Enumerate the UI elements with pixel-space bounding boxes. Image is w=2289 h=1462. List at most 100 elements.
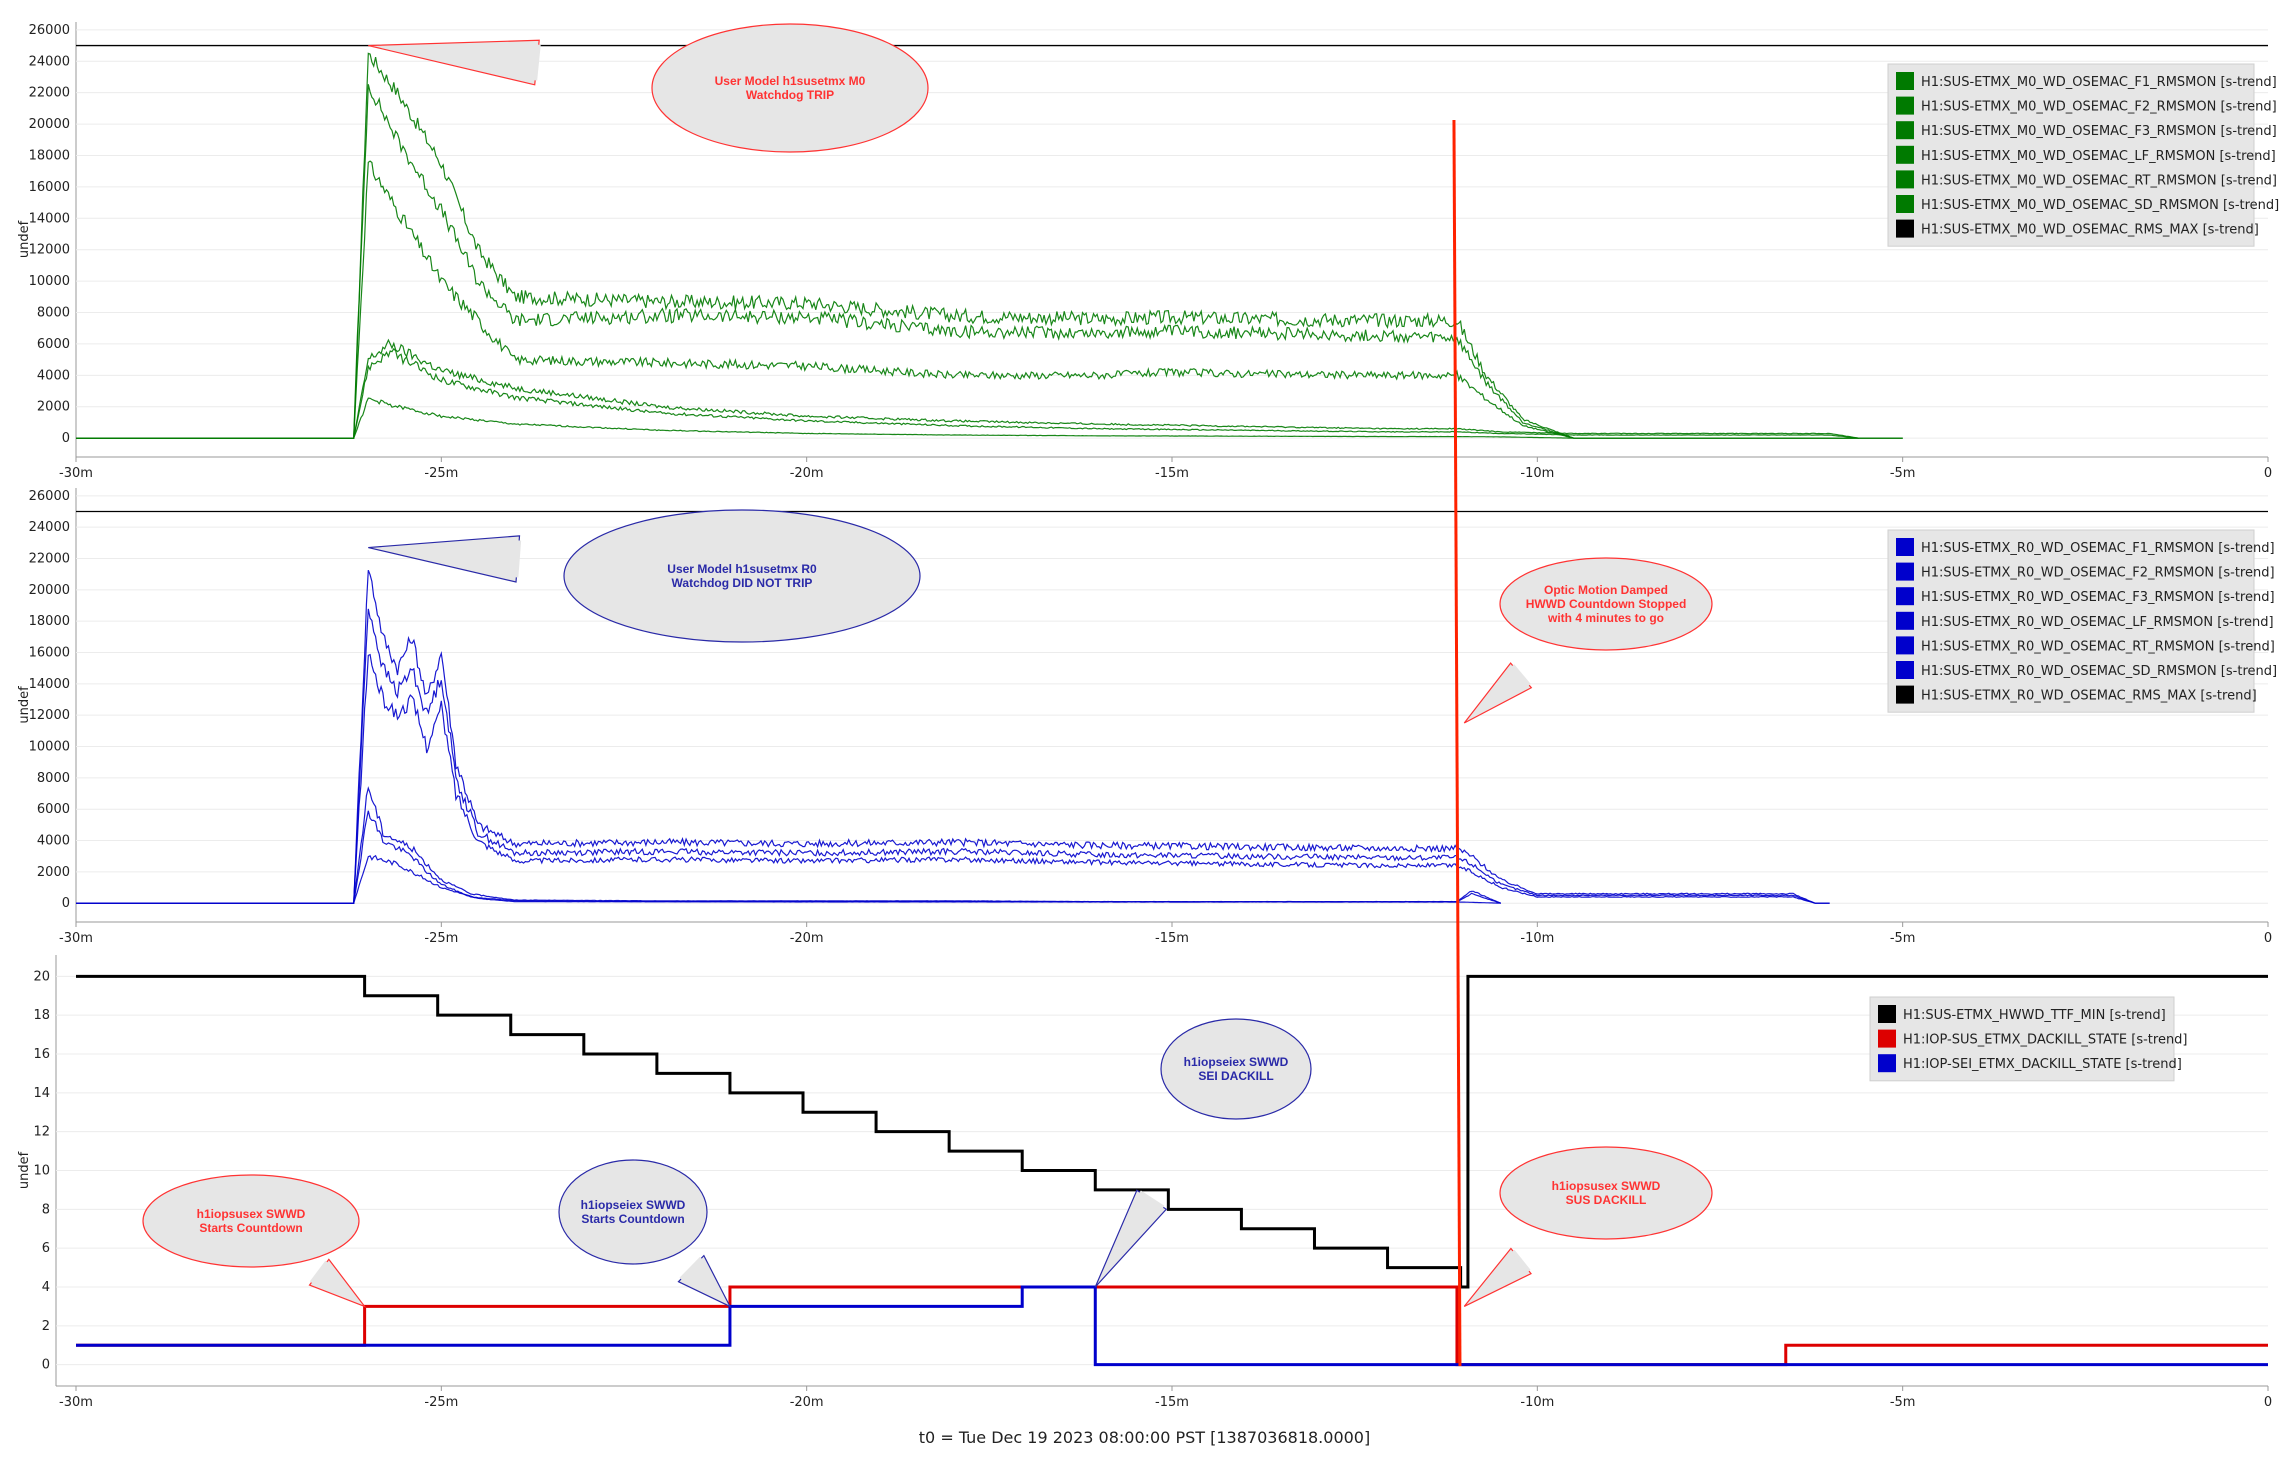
series-line [76, 84, 1903, 439]
legend-swatch [1878, 1054, 1896, 1073]
y-tick-label: 0 [42, 1358, 50, 1373]
series-line [76, 160, 1903, 439]
callout-joint [514, 540, 522, 578]
legend-swatch [1896, 170, 1914, 189]
callout-tail [368, 39, 540, 86]
callout-bubble [142, 1174, 360, 1268]
callout-text: h1iopseiex SWWD [1184, 1055, 1289, 1069]
x-tick-label: -15m [1155, 1395, 1189, 1410]
y-axis-label: undef [17, 686, 32, 724]
plot-panel-middle: 0 2000 4000 6000 8000 10000 12000 14000 16000 180… [17, 488, 2277, 946]
legend-entry: H1:SUS-ETMX_M0_WD_OSEMAC_SD_RMSMON [s-tr… [1921, 198, 2279, 213]
callout-tail [1463, 662, 1533, 724]
series-line [76, 569, 1830, 904]
x-tick-label: -10m [1520, 931, 1554, 946]
legend-entry: H1:SUS-ETMX_HWWD_TTF_MIN [s-trend] [1903, 1008, 2166, 1023]
legend-swatch [1896, 661, 1914, 679]
legend-swatch [1896, 538, 1914, 556]
y-tick-label: 8000 [37, 306, 70, 321]
x-tick-label: -10m [1520, 1395, 1554, 1410]
callout-text: Watchdog DID NOT TRIP [672, 576, 813, 590]
x-tick-label: -30m [59, 466, 93, 481]
callout-text: Optic Motion Damped [1544, 583, 1668, 597]
legend-entry: H1:SUS-ETMX_R0_WD_OSEMAC_RT_RMSMON [s-tr… [1921, 639, 2275, 654]
legend-swatch [1896, 121, 1914, 140]
callout-text: Starts Countdown [199, 1221, 302, 1235]
x-tick-label: -30m [59, 931, 93, 946]
y-tick-label: 2000 [37, 865, 70, 880]
plot-panel-top: 0 2000 4000 6000 8000 10000 12000 14000 16000 180… [17, 22, 2279, 481]
legend-entry: H1:SUS-ETMX_R0_WD_OSEMAC_F2_RMSMON [s-tr… [1921, 566, 2275, 581]
y-tick-label: 18 [33, 1008, 50, 1023]
callout-joint [679, 1256, 703, 1281]
plot-panel-bottom: 0 2 4 6 8 10 12 14 16 18 20 -30m -25m -20m -15m -10m -5m… [17, 955, 2272, 1410]
y-tick-label: 12000 [29, 708, 70, 723]
y-tick-label: 4 [42, 1280, 50, 1295]
callout-text: h1iopsusex SWWD [1552, 1179, 1661, 1193]
x-tick-label: -15m [1155, 931, 1189, 946]
legend-swatch [1878, 1029, 1896, 1048]
y-tick-label: 4000 [37, 368, 70, 383]
y-tick-label: 6000 [37, 337, 70, 352]
y-tick-label: 16000 [29, 646, 70, 661]
legend-entry: H1:SUS-ETMX_M0_WD_OSEMAC_F3_RMSMON [s-tr… [1921, 124, 2277, 139]
callout-text: SEI DACKILL [1198, 1069, 1273, 1083]
x-tick-label: -25m [424, 466, 458, 481]
legend-entry: H1:SUS-ETMX_M0_WD_OSEMAC_F1_RMSMON [s-tr… [1921, 75, 2277, 90]
callout-bubble [1499, 1146, 1713, 1240]
y-tick-label: 12 [33, 1125, 50, 1140]
y-tick-label: 20000 [29, 583, 70, 598]
series-line [76, 347, 1859, 439]
legend-entry: H1:SUS-ETMX_M0_WD_OSEMAC_RT_RMSMON [s-tr… [1921, 173, 2277, 188]
y-tick-label: 10000 [29, 740, 70, 755]
y-tick-label: 16000 [29, 180, 70, 195]
y-tick-label: 10000 [29, 274, 70, 289]
x-tick-label: -20m [790, 1395, 824, 1410]
y-axis-label: undef [17, 1151, 32, 1189]
series-line [76, 854, 1501, 904]
x-tick-label: -25m [424, 931, 458, 946]
x-tick-label: -5m [1890, 931, 1916, 946]
callout-bubble [558, 1159, 708, 1265]
x-tick-label: 0 [2264, 1395, 2272, 1410]
series-line [76, 608, 1830, 904]
legend-entry: H1:SUS-ETMX_R0_WD_OSEMAC_SD_RMSMON [s-tr… [1921, 664, 2277, 679]
callout-tail [677, 1254, 732, 1308]
series-line [76, 653, 1830, 904]
legend: H1:SUS-ETMX_R0_WD_OSEMAC_F1_RMSMON [s-tr… [1887, 529, 2277, 713]
callout-text: with 4 minutes to go [1547, 611, 1664, 625]
legend-entry: H1:SUS-ETMX_R0_WD_OSEMAC_RMS_MAX [s-tren… [1921, 689, 2257, 704]
callout-joint [309, 1260, 329, 1284]
legend-swatch [1896, 636, 1914, 655]
x-tick-label: 0 [2264, 466, 2272, 481]
callout-bubble [651, 23, 929, 153]
callout-joint [1511, 664, 1531, 687]
legend-swatch [1896, 611, 1914, 630]
legend-entry: H1:SUS-ETMX_M0_WD_OSEMAC_F2_RMSMON [s-tr… [1921, 100, 2277, 115]
x-tick-label: -20m [790, 931, 824, 946]
y-tick-label: 26000 [29, 489, 70, 504]
y-tick-label: 14 [33, 1086, 50, 1101]
y-tick-label: 2 [42, 1319, 50, 1334]
callout-text: h1iopsusex SWWD [197, 1207, 306, 1221]
callout-bubble [1499, 557, 1713, 651]
callout-tail [308, 1258, 367, 1308]
legend-entry: H1:SUS-ETMX_M0_WD_OSEMAC_RMS_MAX [s-tren… [1921, 223, 2259, 238]
y-tick-label: 18000 [29, 614, 70, 629]
callout-bubble [1160, 1018, 1312, 1120]
y-tick-label: 14000 [29, 677, 70, 692]
callout-joint [1511, 1249, 1531, 1273]
legend: H1:SUS-ETMX_HWWD_TTF_MIN [s-trend] H1:IOP… [1869, 996, 2188, 1082]
y-tick-label: 24000 [29, 54, 70, 69]
legend-swatch [1896, 219, 1914, 238]
legend-swatch [1896, 96, 1914, 115]
legend-swatch [1896, 195, 1914, 213]
x-tick-label: -5m [1890, 466, 1916, 481]
legend: H1:SUS-ETMX_M0_WD_OSEMAC_F1_RMSMON [s-tr… [1887, 63, 2279, 247]
y-tick-label: 14000 [29, 211, 70, 226]
